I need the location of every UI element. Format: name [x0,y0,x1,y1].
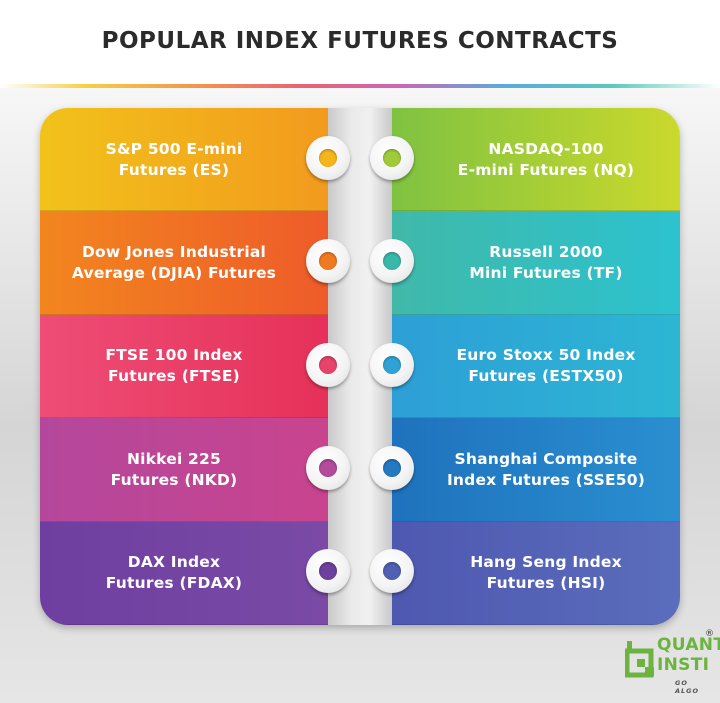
quantinsti-logo: QUANT INSTI GO ALGO ® [625,629,720,699]
contract-cell-left: S&P 500 E-mini Futures (ES) [40,108,328,212]
ring-hole [319,148,337,167]
contract-cell-right: Shanghai Composite Index Futures (SSE50) [392,418,680,522]
rainbow-divider [0,84,720,88]
ring-right-icon [370,549,414,594]
contract-cell-right: Euro Stoxx 50 Index Futures (ESTX50) [392,314,680,419]
contract-label: S&P 500 E-mini Futures (ES) [105,139,243,179]
ring-hole [319,562,337,581]
ring-hole [319,252,337,271]
ring-hole [319,458,337,477]
contract-label: Hang Seng Index Futures (HSI) [470,553,622,593]
contract-label: DAX Index Futures (FDAX) [105,553,243,593]
ring-right-icon [370,445,414,490]
ring-hole [383,148,401,167]
contract-row: FTSE 100 Index Futures (FTSE) Euro Stoxx … [40,314,680,419]
contract-cell-left: Dow Jones Industrial Average (DJIA) Futu… [40,211,328,315]
logo-tagline: GO ALGO [675,679,700,695]
ring-left-icon [306,549,350,594]
logo-text-quant: QUANT [657,635,720,655]
ring-hole [383,458,401,477]
ring-hole [383,562,401,581]
ring-hole [383,355,401,374]
contract-cell-left: FTSE 100 Index Futures (FTSE) [40,314,328,419]
quantinsti-q-icon [625,641,654,678]
ring-left-icon [306,239,350,284]
contract-cell-right: Russell 2000 Mini Futures (TF) [392,211,680,315]
ring-left-icon [306,445,350,490]
contract-label: Dow Jones Industrial Average (DJIA) Futu… [71,243,277,283]
contract-label: FTSE 100 Index Futures (FTSE) [105,346,243,386]
ring-right-icon [370,135,414,180]
contract-label: Russell 2000 Mini Futures (TF) [469,243,623,283]
contract-label: Euro Stoxx 50 Index Futures (ESTX50) [456,346,636,386]
contract-cell-right: Hang Seng Index Futures (HSI) [392,521,680,625]
contract-cell-left: Nikkei 225 Futures (NKD) [40,418,328,522]
logo-text-insti: INSTI [657,655,710,675]
contract-label: Shanghai Composite Index Futures (SSE50) [446,449,646,489]
contract-row: S&P 500 E-mini Futures (ES) NASDAQ-100 E-… [40,108,680,212]
contract-row: DAX Index Futures (FDAX) Hang Seng Index … [40,521,680,625]
ring-hole [383,252,401,271]
ring-left-icon [306,342,350,387]
ring-right-icon [370,342,414,387]
contract-row: Dow Jones Industrial Average (DJIA) Futu… [40,211,680,315]
contract-label: Nikkei 225 Futures (NKD) [110,449,238,489]
contract-row: Nikkei 225 Futures (NKD) Shanghai Composi… [40,418,680,522]
contract-cell-right: NASDAQ-100 E-mini Futures (NQ) [392,108,680,212]
registered-mark: ® [705,629,714,639]
contract-label: NASDAQ-100 E-mini Futures (NQ) [457,139,635,179]
ring-right-icon [370,239,414,284]
ring-hole [319,355,337,374]
contract-cell-left: DAX Index Futures (FDAX) [40,521,328,625]
ring-left-icon [306,135,350,180]
contracts-board: S&P 500 E-mini Futures (ES) NASDAQ-100 E-… [40,108,680,625]
page-title: POPULAR INDEX FUTURES CONTRACTS [101,28,619,54]
header-band [0,0,720,86]
